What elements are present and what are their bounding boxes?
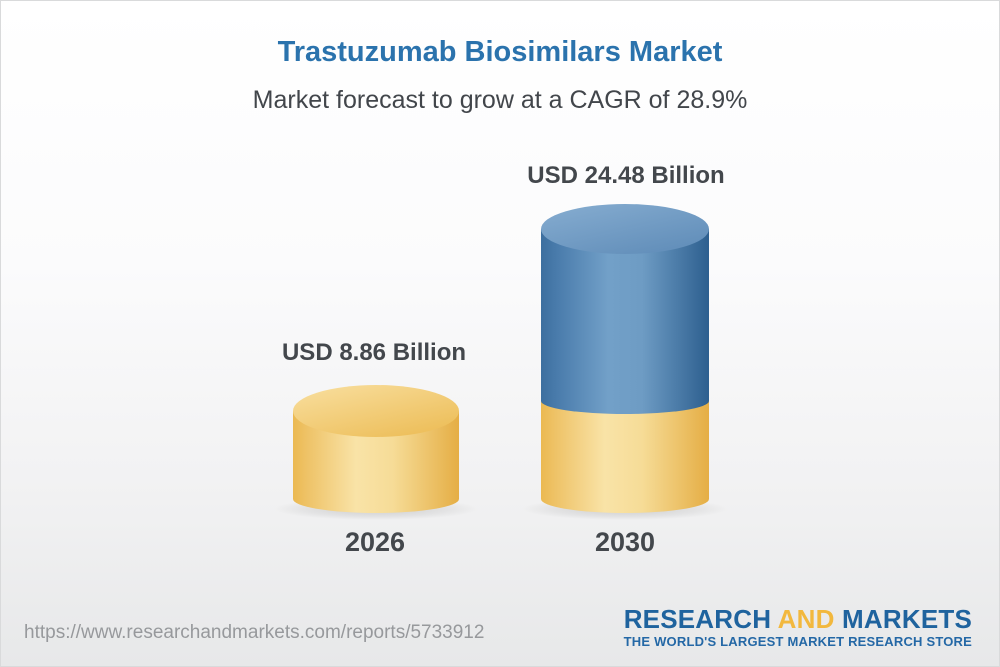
cylinder-2030 xyxy=(522,204,728,520)
logo-word-and: AND xyxy=(777,604,835,634)
cylinder-2026-body xyxy=(293,411,459,513)
year-label-2030: 2030 xyxy=(594,527,656,557)
report-url-link[interactable]: https://www.researchandmarkets.com/repor… xyxy=(24,622,485,643)
value-label-2030: USD 24.48 Billion xyxy=(527,162,725,189)
logo-word-research: RESEARCH xyxy=(623,604,772,634)
logo-tagline: THE WORLD'S LARGEST MARKET RESEARCH STOR… xyxy=(623,634,972,649)
cylinder-2030-growth-segment xyxy=(541,229,709,414)
logo-wordmark: RESEARCH AND MARKETS xyxy=(624,606,972,632)
cylinder-2030-base-segment xyxy=(541,401,709,513)
year-label-2026: 2026 xyxy=(344,527,406,557)
page-title: Trastuzumab Biosimilars Market xyxy=(277,36,723,68)
cylinder-2026 xyxy=(274,385,478,520)
page-subtitle: Market forecast to grow at a CAGR of 28.… xyxy=(252,86,748,114)
cylinder-2026-top xyxy=(293,385,459,437)
research-and-markets-logo[interactable]: RESEARCH AND MARKETS THE WORLD'S LARGEST… xyxy=(624,606,972,648)
value-label-2026: USD 8.86 Billion xyxy=(281,339,467,366)
cylinder-2030-top xyxy=(541,204,709,254)
logo-word-markets: MARKETS xyxy=(842,604,972,634)
